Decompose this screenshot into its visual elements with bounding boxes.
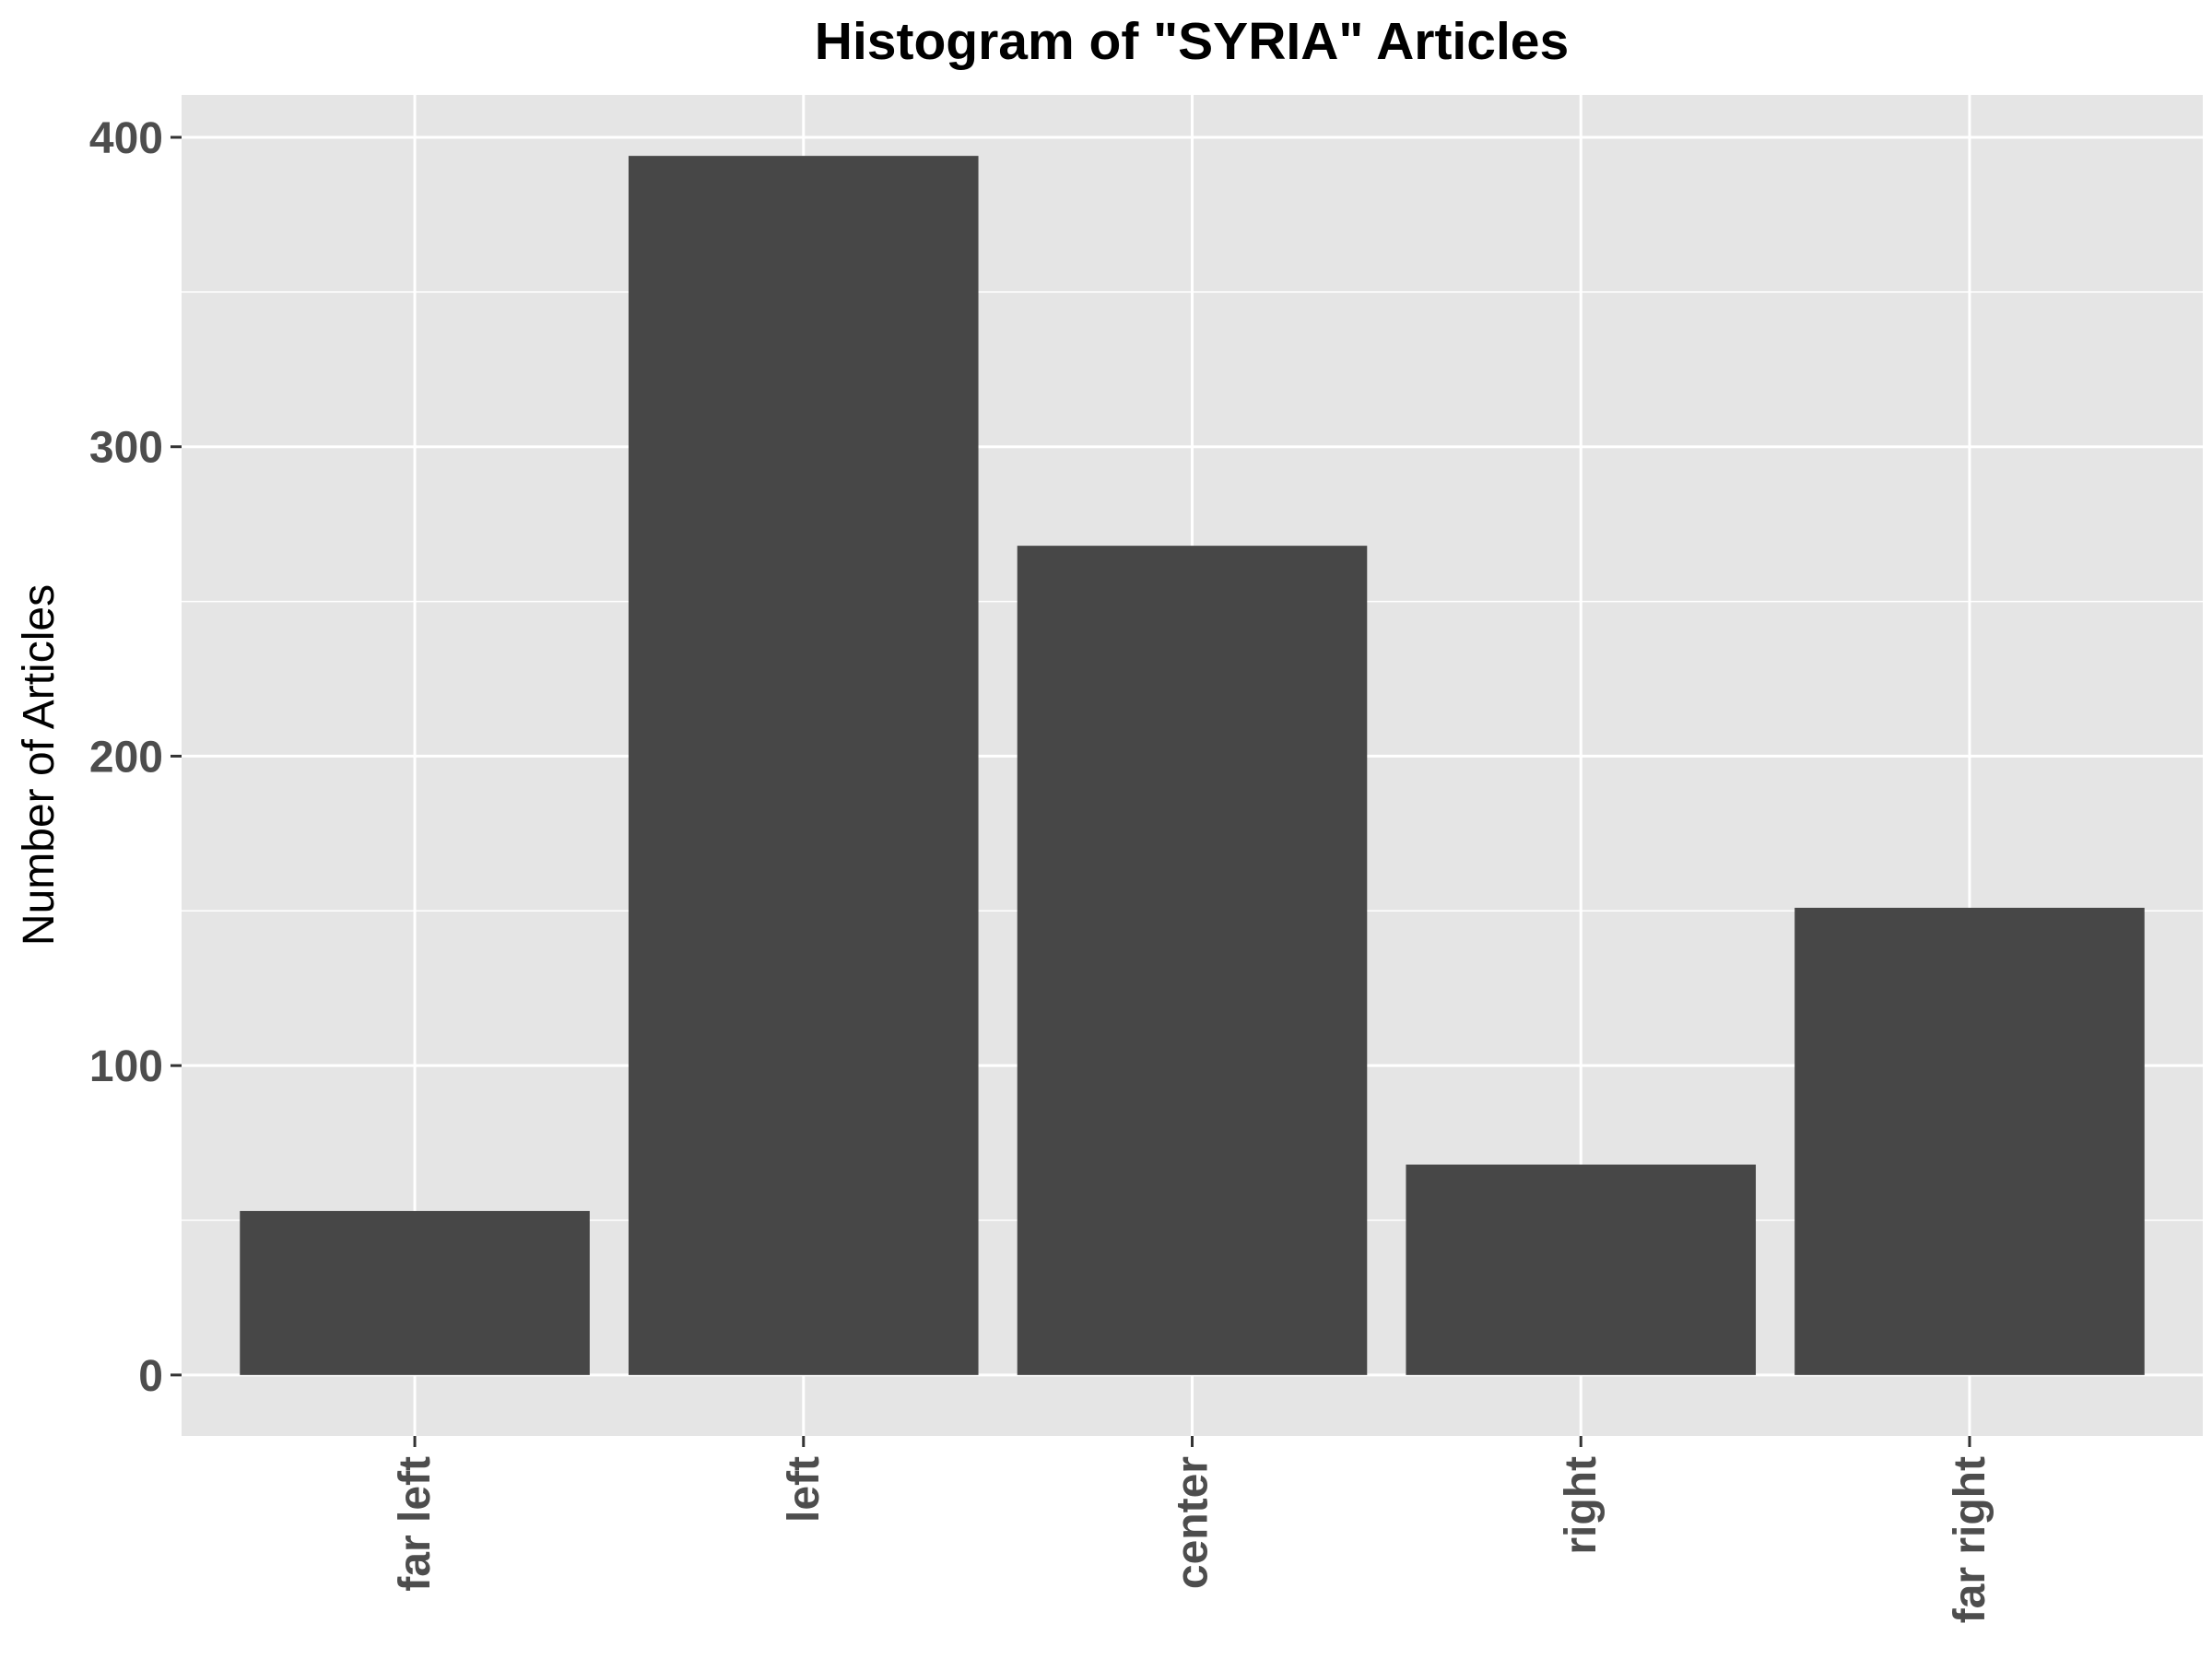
y-tick-label: 200 <box>89 733 163 782</box>
y-tick-label: 0 <box>138 1352 163 1401</box>
chart-title: Histogram of "SYRIA" Articles <box>815 12 1569 71</box>
y-axis: 0 100 200 300 400 <box>89 114 182 1401</box>
bar-left <box>628 156 979 1375</box>
y-tick-label: 400 <box>89 114 163 163</box>
x-tick-label: center <box>1169 1456 1218 1589</box>
bar-far-left <box>240 1210 590 1375</box>
x-tick-label: right <box>1557 1456 1606 1555</box>
bars <box>240 156 2145 1375</box>
x-tick-label: far left <box>391 1456 440 1592</box>
x-tick-label: left <box>780 1456 829 1523</box>
bar-far-right <box>1794 907 2145 1375</box>
bar-right <box>1406 1164 1757 1375</box>
y-axis-label: Number of Articles <box>15 584 64 946</box>
x-axis: far left left center right far right <box>391 1436 1994 1623</box>
bar-center <box>1017 546 1368 1375</box>
x-tick-label: far right <box>1946 1456 1994 1623</box>
y-tick-label: 100 <box>89 1042 163 1091</box>
y-tick-label: 300 <box>89 424 163 473</box>
